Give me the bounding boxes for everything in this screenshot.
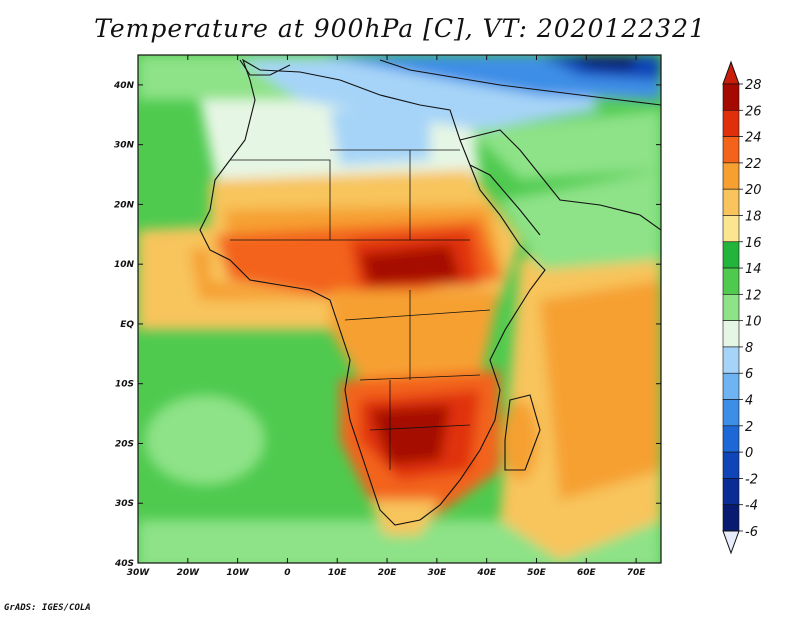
south-atlantic-cool-patch <box>145 395 265 485</box>
colorbar-label: 12 <box>745 288 762 303</box>
colorbar-swatch <box>722 425 740 453</box>
colorbar-label: 18 <box>745 209 762 224</box>
madagascar-warm <box>502 400 538 480</box>
lon-tick-label: 70E <box>627 568 647 578</box>
africa-coastline <box>199 58 546 526</box>
colorbar-swatch <box>722 109 740 137</box>
chart-title: Temperature at 900hPa [C], VT: 202012232… <box>94 14 706 43</box>
colorbar-label: 2 <box>745 420 753 435</box>
colorbar-swatch <box>722 136 740 164</box>
colorbar-label: 24 <box>745 131 762 146</box>
colorbar-label: 20 <box>745 183 762 198</box>
lon-tick-label: 60E <box>577 568 597 578</box>
colorbar-swatch <box>722 504 740 532</box>
lon-tick-label: 0 <box>284 568 290 578</box>
lat-tick-label: 30N <box>114 141 135 151</box>
lon-tick-label: 10E <box>328 568 348 578</box>
colorbar-swatch <box>722 399 740 427</box>
colorbar-swatch <box>722 241 740 269</box>
lat-tick-label: 20S <box>115 439 134 449</box>
lat-tick-label: 30S <box>115 499 134 509</box>
indian-ocean-warmer <box>540 280 661 500</box>
colorbar-swatch <box>722 346 740 374</box>
lon-tick-label: 30E <box>428 568 448 578</box>
lat-tick-label: EQ <box>120 320 134 330</box>
colorbar-label: 16 <box>745 236 762 251</box>
colorbar-swatch <box>722 188 740 216</box>
lat-tick-label: 40S <box>114 559 134 569</box>
colorbar-swatch <box>722 162 740 190</box>
colorbar-top-arrow <box>722 60 740 85</box>
footer-credit: GrADS: IGES/COLA <box>4 603 91 613</box>
colorbar-swatch <box>722 372 740 400</box>
sudan-hottest <box>360 245 460 285</box>
colorbar-swatch <box>722 267 740 295</box>
map-frame <box>137 54 662 564</box>
lon-tick-label: 20E <box>378 568 398 578</box>
lat-tick-label: 10N <box>114 260 135 270</box>
border-line <box>230 159 331 241</box>
lon-tick-label: 20W <box>177 568 201 578</box>
europe-coastline <box>379 59 661 106</box>
arabia-coastline <box>459 129 661 231</box>
colorbar-bottom-arrow <box>722 530 740 555</box>
europe-coldest <box>570 55 640 70</box>
lat-tick-label: 20N <box>114 200 135 210</box>
colorbar-label: 10 <box>745 315 762 330</box>
iberia-coastline <box>239 59 291 76</box>
colorbar-swatch <box>722 478 740 506</box>
colorbar-swatch <box>722 83 740 111</box>
country-borders <box>230 149 491 470</box>
colorbar-swatch <box>722 451 740 479</box>
border-line <box>369 424 471 431</box>
madagascar-coastline <box>504 394 541 471</box>
temperature-field <box>138 55 661 563</box>
lon-tick-label: 50E <box>527 568 547 578</box>
colorbar-swatch <box>722 294 740 321</box>
lon-tick-label: 10W <box>226 568 250 578</box>
colorbar-label: -4 <box>745 499 758 514</box>
colorbar-swatch <box>722 215 740 243</box>
colorbar-label: 4 <box>745 394 753 409</box>
colorbar-label: 14 <box>745 262 762 277</box>
central-africa-warm <box>330 290 500 380</box>
coastlines <box>199 58 661 526</box>
red-sea-coast <box>469 164 541 236</box>
colorbar-swatch <box>722 320 740 348</box>
lat-tick-label: 10S <box>115 380 134 390</box>
colorbar-label: -6 <box>745 525 758 540</box>
lat-tick-label: 40N <box>113 81 135 91</box>
arabian-sea-cool <box>500 170 661 270</box>
border-line <box>344 309 491 321</box>
colorbar-label: 0 <box>745 446 753 461</box>
cape-cooler <box>370 500 440 535</box>
border-line <box>359 374 481 381</box>
colorbar-label: 22 <box>745 157 762 172</box>
middle-east-mild <box>470 110 661 180</box>
colorbar-label: 26 <box>745 104 762 119</box>
lon-tick-label: 40E <box>476 568 497 578</box>
colorbar-label: 8 <box>745 341 753 356</box>
lon-tick-label: 30W <box>127 568 151 578</box>
colorbar-label: 6 <box>745 367 753 382</box>
colorbar-label: 28 <box>745 78 762 93</box>
colorbar-label: -2 <box>745 472 758 487</box>
